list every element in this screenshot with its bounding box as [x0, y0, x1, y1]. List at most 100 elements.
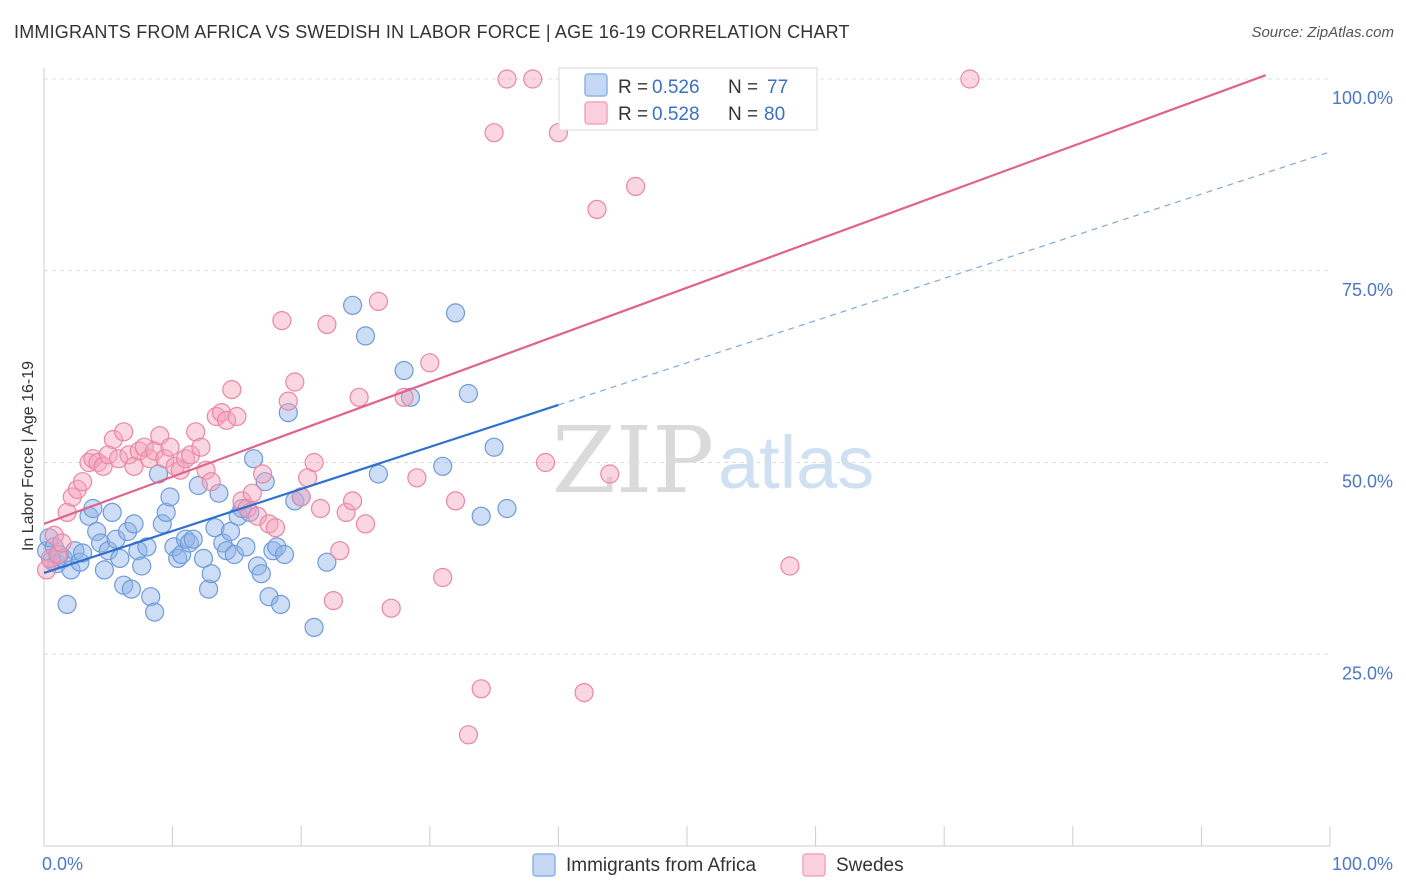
x-tick-label-min: 0.0% [42, 854, 83, 874]
point-swedes-43 [253, 464, 273, 484]
legend-swatch-swedes [584, 101, 608, 125]
point-swedes-41 [242, 483, 262, 503]
x-tick-label-max: 100.0% [1332, 854, 1393, 874]
point-swedes-15 [108, 449, 129, 469]
watermark-zip: ZIP [552, 407, 714, 514]
point-swedes-48 [285, 372, 305, 392]
point-africa-20 [110, 548, 130, 569]
point-swedes-54 [323, 590, 343, 611]
point-swedes-60 [368, 291, 388, 311]
point-africa-7 [57, 594, 77, 615]
point-africa-37 [175, 529, 196, 549]
point-swedes-79 [960, 69, 980, 89]
point-africa-15 [90, 533, 111, 553]
point-africa-60 [267, 537, 287, 557]
stats-legend: R = 0.526 N = 77 R = 0.528 N = 80 [558, 67, 818, 131]
point-swedes-24 [155, 449, 175, 469]
point-swedes-55 [330, 541, 350, 561]
series-legend-label-swedes: Swedes [836, 855, 904, 876]
point-swedes-16 [114, 422, 134, 442]
y-tick-label-2: 75.0% [1342, 280, 1393, 300]
point-swedes-68 [471, 679, 491, 699]
point-swedes-10 [83, 449, 103, 469]
point-swedes-56 [336, 502, 356, 523]
trend-lines [43, 74, 1331, 574]
legend-n-value-africa: 77 [767, 77, 788, 98]
point-swedes-66 [445, 491, 466, 511]
point-africa-70 [368, 464, 388, 484]
trend-line-swedes [43, 74, 1267, 525]
series-legend-label-africa: Immigrants from Africa [566, 855, 756, 876]
point-swedes-22 [145, 441, 165, 461]
point-swedes-36 [217, 410, 237, 430]
point-africa-27 [137, 537, 157, 557]
point-africa-57 [255, 472, 275, 492]
point-swedes-63 [407, 468, 427, 488]
point-africa-75 [458, 383, 478, 404]
point-swedes-2 [44, 525, 64, 546]
point-swedes-51 [304, 452, 324, 473]
point-africa-66 [304, 617, 324, 638]
point-swedes-77 [625, 176, 646, 196]
point-swedes-42 [247, 506, 268, 526]
point-africa-34 [164, 537, 184, 557]
point-swedes-52 [310, 498, 331, 519]
point-africa-43 [201, 564, 221, 584]
point-swedes-11 [88, 452, 108, 473]
point-africa-45 [209, 483, 229, 503]
point-swedes-19 [129, 441, 149, 461]
point-africa-48 [220, 521, 241, 542]
y-tick-label-0: 25.0% [1342, 663, 1393, 683]
point-swedes-3 [48, 544, 68, 565]
point-africa-33 [160, 487, 180, 507]
point-swedes-8 [72, 472, 93, 492]
point-africa-23 [121, 579, 141, 599]
legend-n-label-swedes: N = [728, 104, 758, 125]
point-africa-68 [343, 295, 363, 315]
point-swedes-20 [134, 437, 154, 457]
point-africa-31 [152, 514, 172, 534]
point-africa-56 [251, 564, 271, 584]
point-africa-54 [244, 449, 264, 469]
point-africa-62 [274, 544, 295, 565]
point-swedes-67 [458, 725, 478, 745]
point-africa-16 [94, 560, 115, 580]
legend-r-label-africa: R = [618, 77, 648, 98]
point-africa-41 [193, 548, 214, 569]
y-tick-labels: 25.0% 50.0% 75.0% 100.0% [1332, 88, 1393, 683]
point-africa-24 [124, 514, 144, 534]
point-africa-74 [445, 303, 466, 323]
point-swedes-25 [160, 437, 180, 457]
point-africa-26 [132, 556, 152, 576]
point-africa-63 [278, 403, 298, 423]
point-swedes-78 [780, 556, 800, 576]
legend-n-label-africa: N = [728, 77, 758, 98]
point-swedes-45 [265, 518, 286, 538]
series-legend-swatch-swedes [802, 853, 826, 877]
chart-title: IMMIGRANTS FROM AFRICA VS SWEDISH IN LAB… [14, 22, 850, 42]
point-africa-49 [224, 544, 244, 565]
point-africa-67 [317, 552, 337, 572]
legend-r-value-swedes: 0.528 [652, 104, 700, 125]
point-swedes-17 [119, 445, 139, 465]
gridlines [44, 78, 1330, 655]
point-swedes-33 [201, 472, 221, 492]
legend-swatch-africa [584, 73, 608, 97]
point-swedes-47 [278, 391, 298, 411]
point-swedes-74 [574, 682, 594, 703]
point-africa-77 [497, 498, 517, 519]
point-swedes-64 [420, 353, 440, 373]
point-africa-39 [183, 529, 203, 549]
point-africa-11 [72, 543, 93, 563]
point-swedes-38 [227, 406, 247, 427]
point-africa-18 [102, 502, 122, 523]
series-legend: Immigrants from Africa Swedes [532, 853, 904, 877]
point-swedes-53 [317, 314, 337, 334]
y-tick-label-1: 50.0% [1342, 472, 1393, 492]
point-africa-36 [172, 544, 192, 565]
point-swedes-29 [181, 445, 201, 465]
point-africa-71 [394, 360, 414, 381]
point-africa-28 [141, 587, 161, 607]
point-swedes-37 [222, 380, 242, 400]
